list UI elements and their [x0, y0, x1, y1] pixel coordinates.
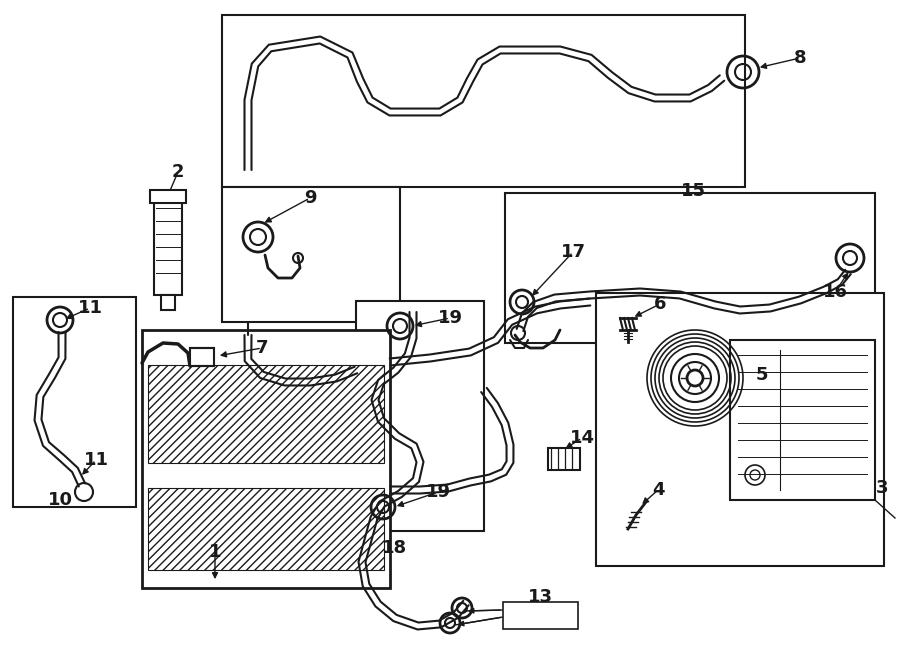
Text: 6: 6	[653, 295, 666, 313]
Bar	[148, 365, 384, 463]
Bar	[222, 15, 745, 187]
Text: 17: 17	[561, 243, 586, 261]
Bar	[142, 330, 390, 588]
Bar	[154, 200, 182, 295]
Bar	[190, 348, 214, 366]
Text: 13: 13	[527, 588, 553, 606]
Bar	[150, 190, 186, 203]
Text: 4: 4	[652, 481, 664, 499]
Bar	[161, 295, 175, 310]
Text: 16: 16	[823, 283, 848, 301]
Bar	[148, 488, 384, 570]
Bar	[356, 301, 484, 531]
Bar	[505, 193, 875, 343]
Text: 18: 18	[382, 539, 407, 557]
Text: 5: 5	[756, 366, 769, 384]
Text: 3: 3	[876, 479, 888, 497]
Bar	[730, 340, 875, 500]
Text: 12: 12	[527, 606, 553, 624]
Text: 19: 19	[437, 309, 463, 327]
Text: 2: 2	[172, 163, 184, 181]
Bar	[596, 293, 884, 566]
Text: 19: 19	[426, 483, 451, 501]
Text: 14: 14	[570, 429, 595, 447]
Text: 9: 9	[304, 189, 316, 207]
Bar	[222, 187, 400, 322]
Text: 15: 15	[680, 182, 706, 200]
Bar	[503, 602, 578, 629]
Text: 8: 8	[794, 49, 806, 67]
Text: 7: 7	[256, 339, 268, 357]
Text: 11: 11	[84, 451, 109, 469]
Text: 10: 10	[48, 491, 73, 509]
Bar	[548, 448, 580, 470]
Text: 11: 11	[77, 299, 103, 317]
Bar	[13, 297, 136, 507]
Text: 1: 1	[209, 543, 221, 561]
